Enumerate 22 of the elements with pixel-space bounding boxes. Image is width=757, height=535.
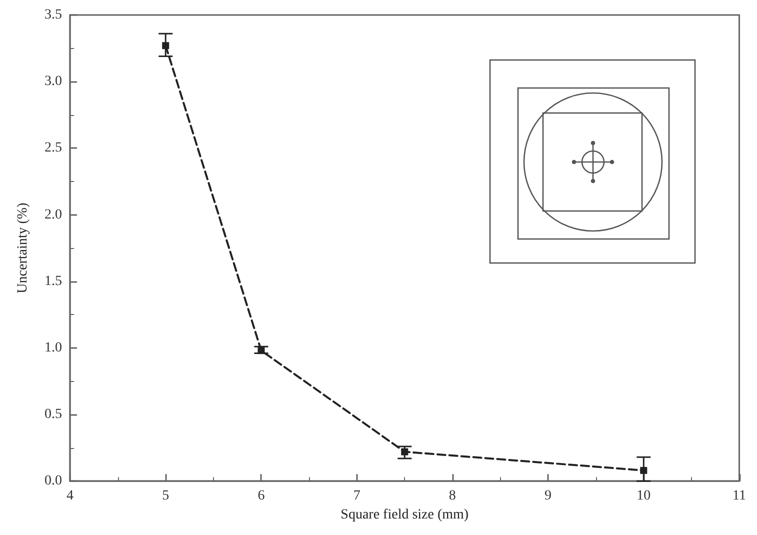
- point: [640, 466, 648, 474]
- x-tick-label: 10: [636, 488, 651, 504]
- y-tick-label: 3.0: [44, 74, 62, 90]
- point: [162, 42, 170, 50]
- x-tick-label: 11: [732, 488, 746, 504]
- y-tick-label: 3.5: [44, 8, 62, 22]
- y-axis-title: Uncertainty (%): [16, 202, 30, 294]
- y-tick-label: 2.0: [44, 207, 62, 222]
- x-tick-label: 7: [353, 488, 360, 504]
- x-tick-label: 5: [162, 488, 170, 504]
- point: [258, 347, 265, 354]
- x-tick-label: 6: [258, 488, 265, 504]
- y-tick-label: 0.0: [44, 474, 62, 489]
- y-tick-label: 1.0: [44, 340, 62, 356]
- y-tick-label: 2.5: [44, 140, 62, 156]
- point: [401, 448, 408, 456]
- x-tick-label: 4: [66, 488, 74, 504]
- x-axis-title: Square field size (mm): [340, 508, 469, 522]
- x-tick-label: 8: [448, 488, 456, 504]
- y-tick-label: 0.5: [44, 407, 62, 422]
- x-tick-label: 9: [544, 488, 552, 504]
- y-tick-label: 1.5: [44, 274, 62, 289]
